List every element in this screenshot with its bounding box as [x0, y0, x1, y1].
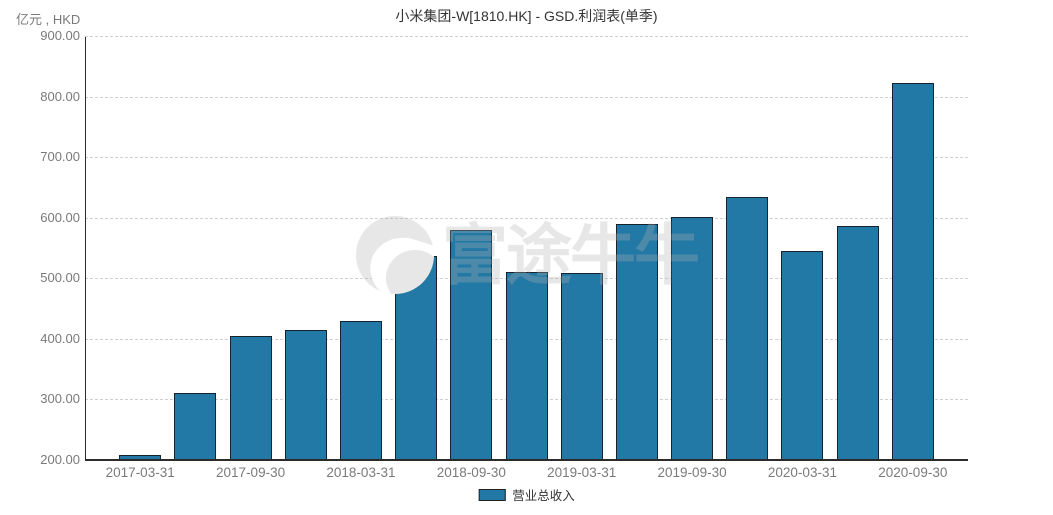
x-tick-label-2019-09-30: 2019-09-30	[657, 465, 727, 480]
plot-area	[85, 36, 968, 460]
y-tick-label-800: 800.00	[40, 88, 80, 104]
x-tick-label-2018-03-31: 2018-03-31	[326, 465, 396, 480]
bar-2017-12-31[interactable]	[284, 329, 327, 460]
y-tick-label-500: 500.00	[40, 270, 80, 286]
gridline-900	[85, 36, 968, 37]
y-tick-label-900: 900.00	[40, 28, 80, 43]
y-axis-line	[85, 37, 86, 461]
gridline-700	[85, 157, 968, 159]
bar-2018-09-30[interactable]	[450, 229, 493, 460]
bar-2020-06-30[interactable]	[836, 226, 879, 460]
bar-2017-06-30[interactable]	[174, 393, 217, 460]
x-tick-label-2020-03-31: 2020-03-31	[767, 465, 837, 480]
legend-label: 营业总收入	[512, 489, 575, 503]
y-tick-label-700: 700.00	[40, 149, 80, 165]
bar-2018-06-30[interactable]	[395, 256, 438, 460]
bar-2020-03-31[interactable]	[781, 251, 824, 460]
y-axis-unit-label: 亿元 , HKD	[16, 12, 81, 27]
x-tick-label-2017-09-30: 2017-09-30	[216, 465, 286, 480]
bar-2017-09-30[interactable]	[229, 335, 272, 460]
y-tick-label-200: 200.00	[40, 452, 80, 467]
bar-2018-12-31[interactable]	[505, 271, 548, 460]
bar-2019-09-30[interactable]	[671, 217, 714, 460]
bar-2019-03-31[interactable]	[560, 272, 603, 460]
chart-title: 小米集团-W[1810.HK] - GSD.利润表(单季)	[395, 8, 658, 24]
y-tick-label-300: 300.00	[40, 391, 80, 407]
y-tick-label-400: 400.00	[40, 330, 80, 346]
x-tick-label-2020-09-30: 2020-09-30	[878, 465, 948, 480]
x-axis-line	[85, 459, 968, 461]
x-tick-label-2017-03-31: 2017-03-31	[105, 465, 175, 480]
bar-2019-12-31[interactable]	[726, 197, 769, 460]
gridline-800	[85, 96, 968, 98]
y-tick-label-600: 600.00	[40, 209, 80, 225]
legend-swatch	[478, 488, 506, 501]
legend-item-revenue[interactable]: 营业总收入	[478, 485, 575, 504]
x-tick-label-2019-03-31: 2019-03-31	[547, 465, 617, 480]
x-tick-label-2018-09-30: 2018-09-30	[436, 465, 506, 480]
bar-2020-09-30[interactable]	[891, 83, 934, 460]
gridline-600	[85, 217, 968, 219]
bar-2018-03-31[interactable]	[339, 321, 382, 460]
bar-2019-06-30[interactable]	[615, 223, 658, 460]
